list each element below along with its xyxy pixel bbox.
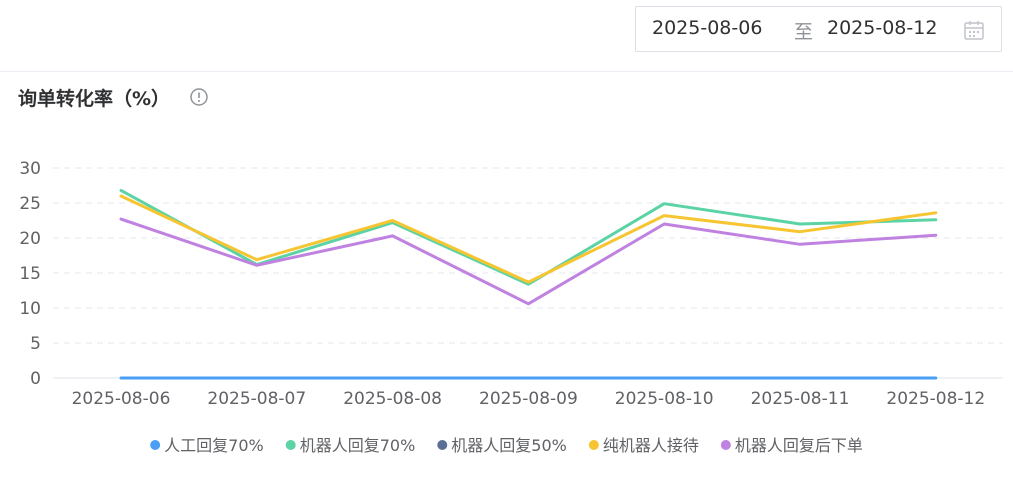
x-tick-label: 2025-08-09 <box>479 389 578 409</box>
legend-label: 纯机器人接待 <box>603 436 699 455</box>
legend-marker <box>437 440 448 450</box>
legend-label: 机器人回复50% <box>451 436 567 455</box>
y-tick-label: 30 <box>19 159 41 179</box>
series-line <box>119 194 938 284</box>
legend-label: 机器人回复70% <box>300 436 416 455</box>
info-icon[interactable] <box>189 87 209 107</box>
x-tick-label: 2025-08-08 <box>343 389 442 409</box>
legend-marker <box>285 440 296 450</box>
legend-marker <box>720 440 731 450</box>
x-tick-label: 2025-08-06 <box>72 389 171 409</box>
range-separator: 至 <box>794 21 814 43</box>
y-tick-label: 15 <box>19 264 41 284</box>
date-range-picker[interactable]: 2025-08-06 至 2025-08-12 <box>635 6 1002 52</box>
y-tick-label: 25 <box>19 194 41 214</box>
series-line <box>119 217 938 306</box>
x-tick-label: 2025-08-11 <box>751 389 850 409</box>
y-tick-label: 10 <box>19 299 41 319</box>
legend-label: 人工回复70% <box>164 436 264 455</box>
series-line <box>119 188 938 286</box>
legend-marker <box>150 440 161 450</box>
header-divider <box>0 71 1013 72</box>
x-tick-label: 2025-08-10 <box>615 389 714 409</box>
start-date[interactable]: 2025-08-06 <box>652 17 763 39</box>
end-date[interactable]: 2025-08-12 <box>827 17 938 39</box>
y-tick-label: 20 <box>19 229 41 249</box>
chart-title: 询单转化率（%） <box>18 88 171 110</box>
y-tick-label: 5 <box>30 334 41 354</box>
calendar-icon[interactable] <box>963 19 985 41</box>
x-tick-label: 2025-08-07 <box>207 389 306 409</box>
line-chart: 0 5 10 15 20 25 30 2025-08-06 2025-08-07 2025-08-… <box>19 159 1003 455</box>
y-tick-label: 0 <box>30 369 41 389</box>
legend-marker <box>588 440 599 450</box>
legend-label: 机器人回复后下单 <box>735 436 863 455</box>
x-tick-label: 2025-08-12 <box>886 389 985 409</box>
